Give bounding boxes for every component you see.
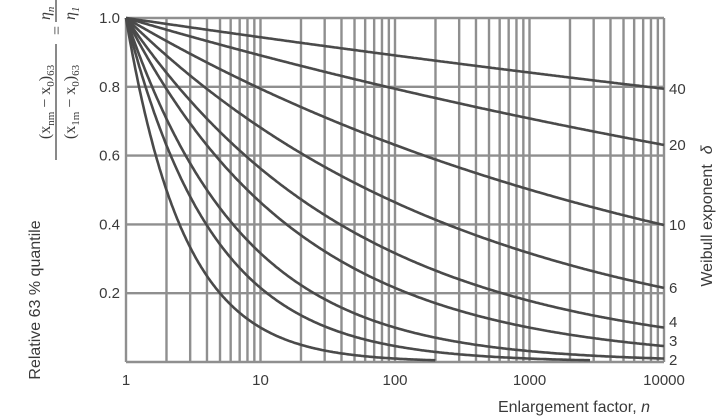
y-tick-label: 0.2 (99, 285, 120, 302)
y-tick-labels: 0.2 0.4 0.6 0.8 1.0 (99, 10, 120, 302)
series-line (125, 16, 665, 147)
series-label: 6 (669, 280, 677, 297)
y-tick-label: 1.0 (99, 10, 120, 27)
series-line (125, 16, 665, 91)
curves (124, 16, 665, 362)
series-line (124, 17, 436, 362)
series-label: 20 (669, 137, 686, 154)
series-line (124, 17, 665, 348)
series-label: 4 (669, 314, 677, 331)
formula-rhs-numerator: ηn (37, 6, 57, 20)
x-tick-label: 10 (252, 372, 269, 389)
series-line (125, 16, 665, 227)
y-axis-title: Relative 63 % quantile (xnm − x0)63 (x1m… (27, 0, 82, 380)
y-tick-label: 0.4 (99, 216, 120, 233)
series-label: 2 (669, 352, 677, 369)
x-tick-labels: 1 10 100 1000 10000 (122, 372, 685, 389)
y-tick-label: 0.8 (99, 79, 120, 96)
series-line (125, 17, 665, 290)
y-axis-title-text: Relative 63 % quantile (27, 220, 44, 379)
x-tick-label: 1000 (513, 372, 546, 389)
x-tick-label: 100 (382, 372, 407, 389)
y-tick-label: 0.6 (99, 148, 120, 165)
series-label: 10 (669, 217, 686, 234)
formula-equals: = (49, 26, 66, 35)
series-labels: 40 20 10 6 4 3 2 (669, 81, 686, 369)
x-axis-title: Enlargement factor, n (498, 399, 650, 416)
y-axis-formula: (xnm − x0)63 (x1m − x0)63 = ηn η1 (37, 0, 82, 160)
formula-numerator: (xnm − x0)63 (37, 64, 57, 139)
series-line (124, 17, 665, 360)
series-line (124, 17, 591, 362)
x-tick-label: 10000 (643, 372, 685, 389)
formula-denominator: (x1m − x0)63 (62, 64, 82, 139)
series-line (124, 17, 665, 329)
right-axis-title: Weibull exponentδ (699, 144, 716, 286)
series-label: 3 (669, 333, 677, 350)
x-tick-label: 1 (122, 372, 130, 389)
formula-rhs-denominator: η1 (62, 7, 82, 20)
series-label: 40 (669, 81, 686, 98)
